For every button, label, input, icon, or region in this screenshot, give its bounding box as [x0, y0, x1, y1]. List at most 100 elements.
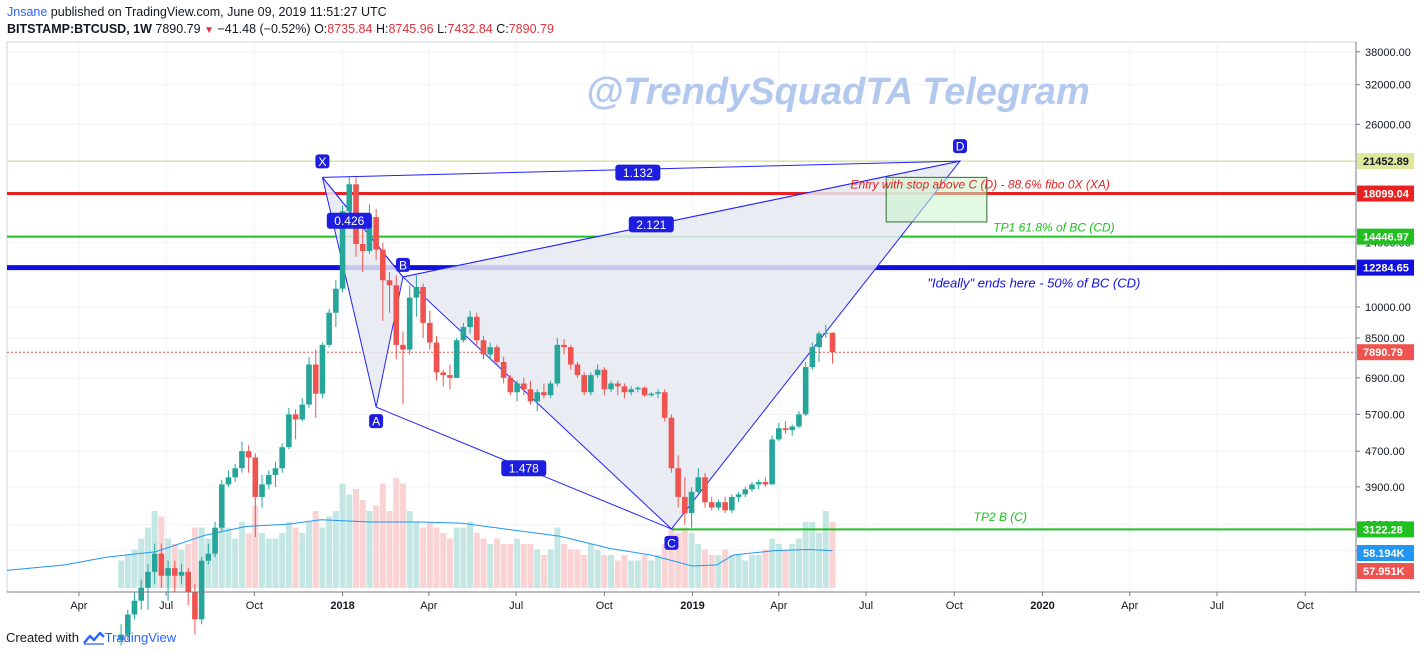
candle	[822, 324, 829, 338]
candle-body	[708, 502, 715, 508]
annotation-text: Entry with stop above C (D) - 88.6% fibo…	[850, 177, 1109, 191]
volume-bar	[822, 511, 829, 588]
volume-bar	[681, 527, 688, 588]
candle-body	[588, 375, 594, 393]
candle	[279, 443, 285, 473]
volume-tag: 58.194K	[1357, 545, 1414, 561]
candle	[695, 468, 702, 495]
price-tag-bg	[1357, 521, 1414, 538]
candle	[789, 424, 796, 436]
volume-bar	[527, 544, 534, 588]
close-value: 7890.79	[508, 22, 554, 36]
candle-body	[373, 217, 379, 250]
author-link[interactable]: Jnsane	[7, 5, 48, 19]
candle	[333, 280, 339, 328]
candle	[299, 398, 306, 422]
candle-body	[547, 383, 554, 396]
point-badge-label: A	[372, 415, 380, 429]
candle-body	[487, 347, 494, 355]
candle	[708, 496, 715, 511]
volume-bar	[648, 560, 655, 588]
price-tag-bg	[1357, 228, 1414, 245]
candle	[198, 557, 205, 625]
candle	[118, 624, 124, 646]
candle	[527, 380, 534, 405]
candle	[245, 445, 252, 473]
symbol-label[interactable]: BITSTAMP:BTCUSD, 1W	[7, 22, 152, 36]
volume-bar	[285, 522, 292, 588]
price-tag-label: 12284.65	[1363, 263, 1409, 275]
candle	[474, 312, 480, 345]
point-badge-label: C	[667, 536, 676, 550]
candle	[218, 479, 225, 531]
candle-body	[333, 288, 339, 313]
candle-body	[527, 389, 534, 402]
candle-body	[554, 344, 561, 384]
point-badge-x: X	[315, 154, 330, 169]
volume-bar	[708, 555, 715, 588]
price-tag-ideal: 12284.65	[1357, 259, 1414, 276]
tradingview-brand-link[interactable]: TradingView	[104, 630, 177, 645]
header-line-1: Jnsane published on TradingView.com, Jun…	[7, 5, 387, 19]
volume-bar	[540, 555, 547, 588]
volume-bar	[433, 527, 440, 588]
x-tick-label: Apr	[770, 600, 787, 612]
candle-body	[729, 496, 735, 511]
ratio-badge: 0.426	[326, 212, 372, 229]
volume-bar	[138, 538, 145, 588]
point-badge-bg	[369, 414, 384, 429]
point-badge-b: B	[395, 257, 410, 272]
volume-bar	[144, 527, 151, 588]
candle	[621, 383, 628, 399]
candle	[675, 455, 681, 508]
volume-bar	[406, 511, 413, 588]
volume-bar	[735, 555, 742, 588]
published-text: published on TradingView.com, June 09, 2…	[50, 5, 387, 19]
candle-body	[205, 553, 212, 561]
candle	[554, 337, 561, 387]
candle-body	[198, 560, 205, 620]
volume-bar	[514, 538, 521, 588]
candle-body	[265, 475, 272, 485]
candle	[742, 486, 749, 497]
volume-bar	[366, 511, 373, 588]
candle	[601, 367, 608, 396]
candle-body	[648, 393, 655, 396]
overlay-labels: @TrendySquadTA Telegram Entry with stop a…	[315, 71, 1140, 550]
candle-body	[480, 340, 487, 355]
header-line-2: BITSTAMP:BTCUSD, 1W 7890.79 ▼ −41.48 (−0…	[7, 22, 554, 36]
volume-bar	[762, 549, 769, 588]
volume-bar	[621, 555, 628, 588]
candle	[413, 275, 420, 317]
candle	[682, 477, 688, 525]
price-tag-tp1: 14446.97	[1357, 228, 1414, 245]
candle-body	[668, 417, 675, 469]
x-tick-label: Apr	[70, 600, 87, 612]
candle	[239, 441, 245, 473]
x-tick-label: Jul	[859, 600, 873, 612]
price-tag-label: 21452.89	[1363, 156, 1409, 168]
candle	[480, 335, 487, 360]
axes: 38000.0032000.0026000.0018000.0014000.00…	[7, 42, 1420, 612]
candle	[171, 560, 178, 592]
candle-body	[769, 439, 775, 485]
candle-body	[138, 587, 145, 601]
volume-bar	[816, 533, 823, 588]
candle-body	[675, 468, 681, 497]
candle-body	[641, 387, 648, 396]
ratio-badge: 1.132	[615, 164, 661, 181]
volume-bar	[728, 555, 735, 588]
volume-bar	[769, 538, 776, 588]
candle-body	[306, 364, 312, 405]
candle	[494, 344, 500, 365]
candle	[178, 564, 185, 584]
candle	[802, 361, 809, 417]
candle	[427, 310, 433, 350]
candle-body	[776, 428, 782, 440]
line-bd	[402, 160, 961, 278]
price-tag-bg	[1357, 153, 1414, 170]
candle	[715, 499, 722, 511]
candle-body	[158, 553, 165, 576]
volume-bar	[722, 549, 729, 588]
